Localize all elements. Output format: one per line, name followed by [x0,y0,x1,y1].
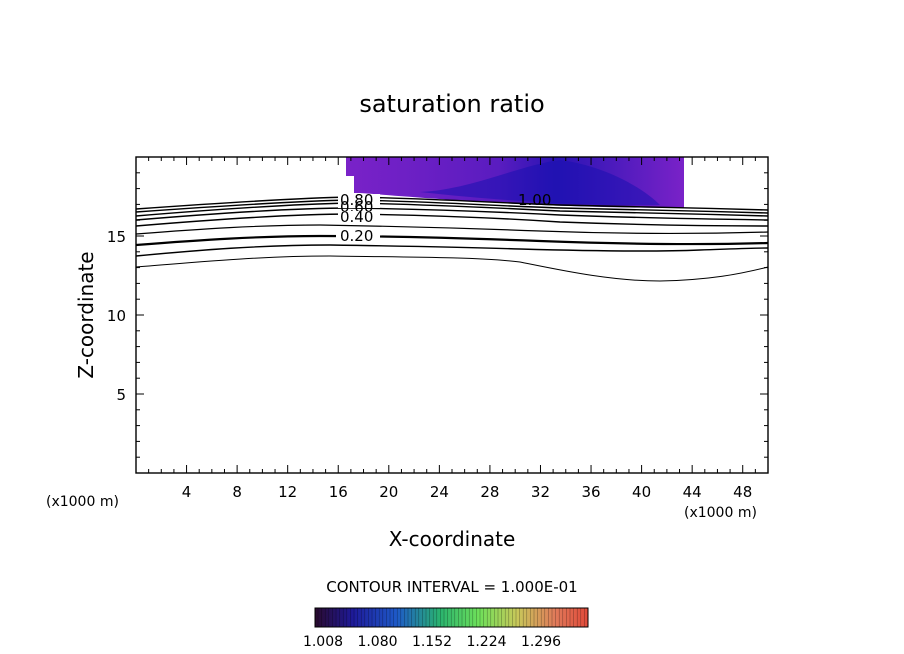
colorbar-tick-label: 1.008 [303,634,343,650]
x-tick-label: 36 [581,483,600,501]
colorbar-tick-label: 1.296 [521,634,561,650]
x-tick-label: 32 [531,483,550,501]
contour-interval-text: CONTOUR INTERVAL = 1.000E-01 [326,578,577,596]
x-unit-label: (x1000 m) [46,494,119,510]
x-tick-label: 28 [480,483,499,501]
contour-label-0.80: 0.80 [340,191,373,209]
x-tick-label: 8 [232,483,242,501]
colorbar [314,607,589,628]
x-tick-label: 24 [430,483,449,501]
colorbar-tick-label: 1.152 [412,634,452,650]
y-axis-label: Z-coordinate [74,251,98,378]
colorbar-stripes [317,608,585,627]
contour-label-0.20: 0.20 [340,227,373,245]
y-tick-label: 10 [107,307,126,325]
x-tick-label: 4 [182,483,192,501]
supersaturation-core [420,160,660,206]
x-tick-label: 16 [329,483,348,501]
y-tick-label: 15 [107,228,126,246]
contour-label-0.40: 0.40 [340,208,373,226]
colorbar-tick-labels: 1.008 1.080 1.152 1.224 1.296 [303,634,561,650]
x-axis-label: X-coordinate [389,527,516,551]
y-tick-labels: 5 10 15 [107,228,126,404]
x-tick-label: 20 [379,483,398,501]
chart-title: saturation ratio [359,90,544,118]
x-tick-label: 12 [278,483,297,501]
contour-label-group: 0.80 0.60 0.40 0.20 1.00 [336,191,551,245]
colorbar-tick-label: 1.224 [466,634,506,650]
x-tick-label: 40 [632,483,651,501]
contour-label-1.00: 1.00 [518,191,551,209]
x-tick-label: 48 [733,483,752,501]
contour-lines [135,196,769,282]
y-unit-label: (x1000 m) [684,505,757,521]
colorbar-tick-label: 1.080 [357,634,397,650]
x-tick-label: 44 [683,483,702,501]
x-tick-labels: 4 8 12 16 20 24 28 32 36 40 44 48 [182,483,752,501]
y-tick-label: 5 [116,386,126,404]
axis-ticks [136,157,768,473]
